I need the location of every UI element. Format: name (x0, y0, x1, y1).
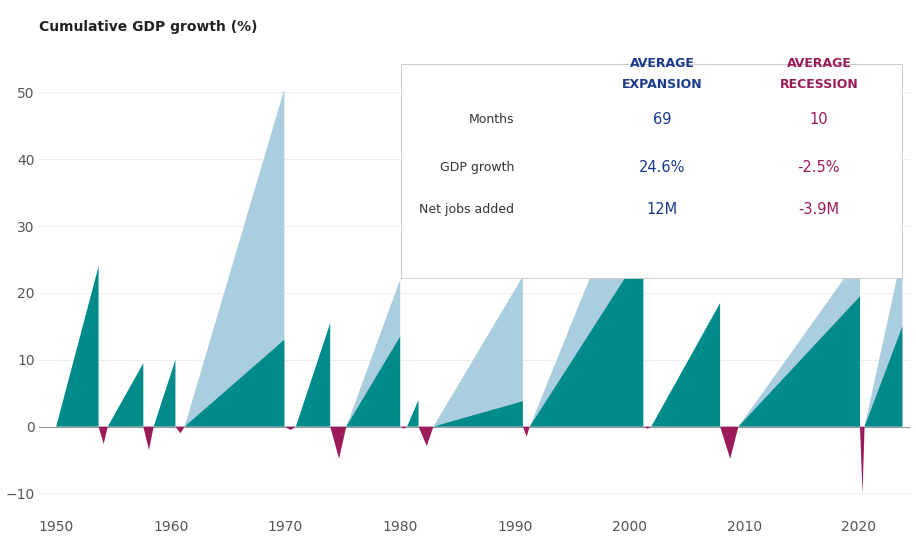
Polygon shape (523, 427, 529, 437)
Polygon shape (296, 323, 331, 427)
Polygon shape (433, 276, 523, 427)
Polygon shape (738, 256, 860, 427)
Polygon shape (738, 296, 860, 427)
Polygon shape (720, 427, 738, 458)
Polygon shape (529, 146, 643, 427)
Polygon shape (651, 303, 720, 427)
Polygon shape (143, 427, 154, 450)
Text: 12M: 12M (647, 201, 678, 217)
Text: 24.6%: 24.6% (638, 160, 685, 175)
Polygon shape (400, 427, 407, 429)
Text: GDP growth: GDP growth (440, 161, 514, 174)
Polygon shape (99, 427, 108, 444)
Polygon shape (284, 427, 296, 430)
Polygon shape (865, 326, 902, 427)
Polygon shape (331, 427, 346, 458)
Polygon shape (643, 427, 651, 429)
Polygon shape (56, 266, 99, 427)
Polygon shape (407, 400, 419, 427)
Polygon shape (176, 427, 185, 433)
Polygon shape (346, 280, 400, 427)
Polygon shape (154, 360, 176, 427)
Polygon shape (419, 427, 433, 446)
Polygon shape (529, 249, 643, 427)
Text: Net jobs added: Net jobs added (419, 202, 514, 215)
Text: -2.5%: -2.5% (798, 160, 840, 175)
Text: EXPANSION: EXPANSION (622, 78, 703, 91)
Text: AVERAGE: AVERAGE (787, 57, 851, 70)
Text: 10: 10 (810, 112, 828, 127)
Text: Cumulative GDP growth (%): Cumulative GDP growth (%) (39, 20, 257, 34)
Polygon shape (185, 340, 284, 427)
Polygon shape (860, 427, 865, 494)
Polygon shape (865, 253, 902, 427)
Text: RECESSION: RECESSION (780, 78, 858, 91)
Text: 69: 69 (653, 112, 671, 127)
Text: AVERAGE: AVERAGE (629, 57, 694, 70)
Text: -3.9M: -3.9M (799, 201, 839, 217)
Polygon shape (346, 336, 400, 427)
Polygon shape (433, 401, 523, 427)
Polygon shape (185, 89, 284, 427)
FancyBboxPatch shape (400, 64, 901, 278)
Polygon shape (108, 363, 143, 427)
Text: Months: Months (468, 113, 514, 126)
